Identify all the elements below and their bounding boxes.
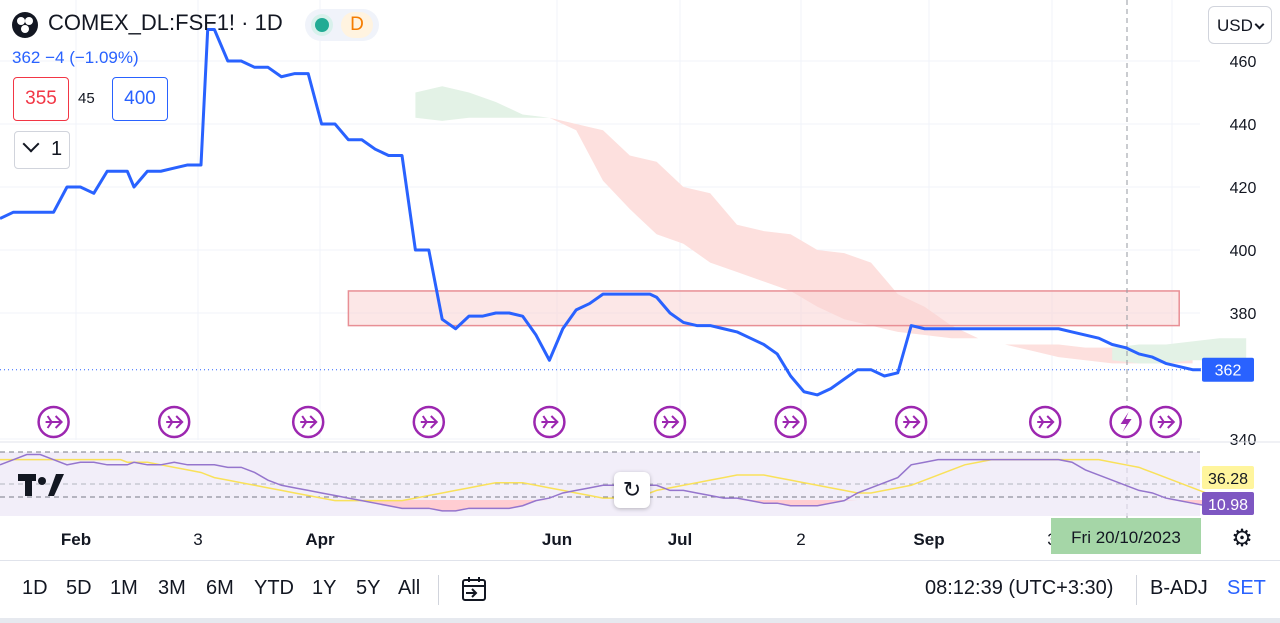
dividend-event-icon: [774, 405, 807, 439]
dividend-event-icon: [157, 405, 191, 439]
dividend-event-glyph: [782, 415, 801, 429]
dividend-event-icon: [894, 405, 928, 439]
dividend-event-icon: [533, 405, 566, 439]
timeframe-ytd[interactable]: YTD: [254, 577, 294, 599]
price-change: 362 −4 (−1.09%): [12, 48, 139, 67]
buy-button[interactable]: 400: [112, 77, 168, 121]
dividend-event-glyph: [1157, 415, 1176, 429]
calendar-goto-icon[interactable]: [460, 575, 488, 603]
chart-canvas[interactable]: 460 440 420 400 380 340 362 36.28 10.98 Feb 3 Apr Ju…: [0, 0, 1280, 560]
time-tick-label: Sep: [913, 530, 944, 549]
timeframe-all[interactable]: All: [398, 577, 421, 599]
timeframe-1d[interactable]: 1D: [22, 577, 48, 599]
price-tick-label: 400: [1230, 243, 1257, 260]
dividend-event-icon: [412, 405, 446, 439]
resistance-zone: [347, 290, 1180, 327]
market-open-icon: [315, 18, 329, 32]
earnings-event-icon: [1109, 405, 1142, 439]
rsi-value-label: 10.98: [1208, 497, 1248, 514]
dividend-event-icon: [1149, 405, 1183, 439]
symbol-title[interactable]: COMEX_DL:FSF1! · 1D: [48, 10, 283, 35]
price-tick-label: 440: [1230, 117, 1257, 134]
status-badge[interactable]: D: [305, 9, 379, 41]
dividend-event-glyph: [45, 415, 64, 429]
timeframe-5y[interactable]: 5Y: [356, 577, 381, 599]
adjustment-toggle[interactable]: B-ADJ: [1150, 577, 1208, 599]
reset-chart-button[interactable]: ↻: [614, 472, 650, 508]
crosshair-date-badge: [1051, 518, 1201, 554]
time-tick-label: 2: [796, 530, 805, 549]
bottom-strip: [0, 618, 1280, 623]
currency-dropdown[interactable]: USD: [1208, 6, 1272, 44]
time-tick-label: Apr: [305, 530, 335, 549]
dividend-event-glyph: [300, 415, 318, 429]
divider: [438, 575, 439, 605]
delayed-data-badge: D: [341, 12, 373, 38]
spread-value: 45: [78, 90, 95, 107]
dividend-event-icon: [37, 405, 70, 439]
rsi-ma-badge: [1202, 466, 1254, 489]
dividend-event-icon: [291, 405, 325, 439]
price-tick-label: 420: [1230, 180, 1257, 197]
time-tick-label: Jul: [668, 530, 693, 549]
last-price-label: 362: [1215, 363, 1242, 380]
timeframe-1y[interactable]: 1Y: [312, 577, 337, 599]
rsi-line: [0, 453, 1207, 512]
price-tick-label: 380: [1230, 306, 1257, 323]
session-toggle[interactable]: SET: [1227, 577, 1266, 599]
time-tick-label: Jun: [542, 530, 572, 549]
sell-button[interactable]: 355: [13, 77, 69, 121]
price-tick-label: 340: [1230, 432, 1257, 449]
ichimoku-cloud-bull: [1112, 338, 1247, 364]
chart-settings-button[interactable]: ⚙: [1228, 525, 1256, 553]
dividend-event-glyph: [420, 415, 439, 429]
price-tick-label: 460: [1230, 54, 1257, 71]
chevron-down-icon: [1254, 19, 1265, 30]
dividend-event-glyph: [1037, 415, 1055, 429]
timeframe-5d[interactable]: 5D: [66, 577, 92, 599]
ichimoku-cloud-bear: [549, 117, 1193, 364]
bottom-toolbar: 1D 5D 1M 3M 6M YTD 1Y 5Y All 08:12:39 (UTC+3:30)…: [0, 560, 1280, 619]
quantity-dropdown[interactable]: 1: [14, 131, 70, 169]
dividend-event-glyph: [541, 415, 559, 429]
tradingview-logo-icon: [18, 474, 64, 496]
reset-icon: ↻: [622, 477, 642, 502]
quantity-value: 1: [51, 138, 63, 160]
symbol-logo-icon: [12, 12, 38, 38]
timeframe-6m[interactable]: 6M: [206, 577, 234, 599]
gear-icon: ⚙: [1231, 525, 1253, 552]
chevron-down-icon: [22, 135, 40, 153]
clock-timezone[interactable]: 08:12:39 (UTC+3:30): [925, 577, 1114, 599]
currency-label: USD: [1217, 16, 1253, 35]
divider: [1136, 575, 1137, 605]
dividend-event-glyph: [166, 415, 184, 429]
rsi-value-badge: [1202, 492, 1254, 515]
lightning-glyph: [1120, 412, 1132, 432]
dividend-event-icon: [653, 405, 687, 439]
timeframe-1m[interactable]: 1M: [110, 577, 138, 599]
rsi-ma-label: 36.28: [1208, 471, 1248, 488]
dividend-event-icon: [1028, 405, 1062, 439]
crosshair-date-label: Fri 20/10/2023: [1071, 528, 1181, 547]
dividend-event-glyph: [903, 415, 921, 429]
time-tick-label: Feb: [61, 530, 91, 549]
dividend-event-glyph: [662, 415, 680, 429]
price-series-line: [0, 28, 1206, 397]
last-price-badge: [1202, 357, 1254, 382]
ichimoku-cloud-bull: [415, 86, 550, 121]
timeframe-3m[interactable]: 3M: [158, 577, 186, 599]
time-tick-label: 3: [193, 530, 202, 549]
